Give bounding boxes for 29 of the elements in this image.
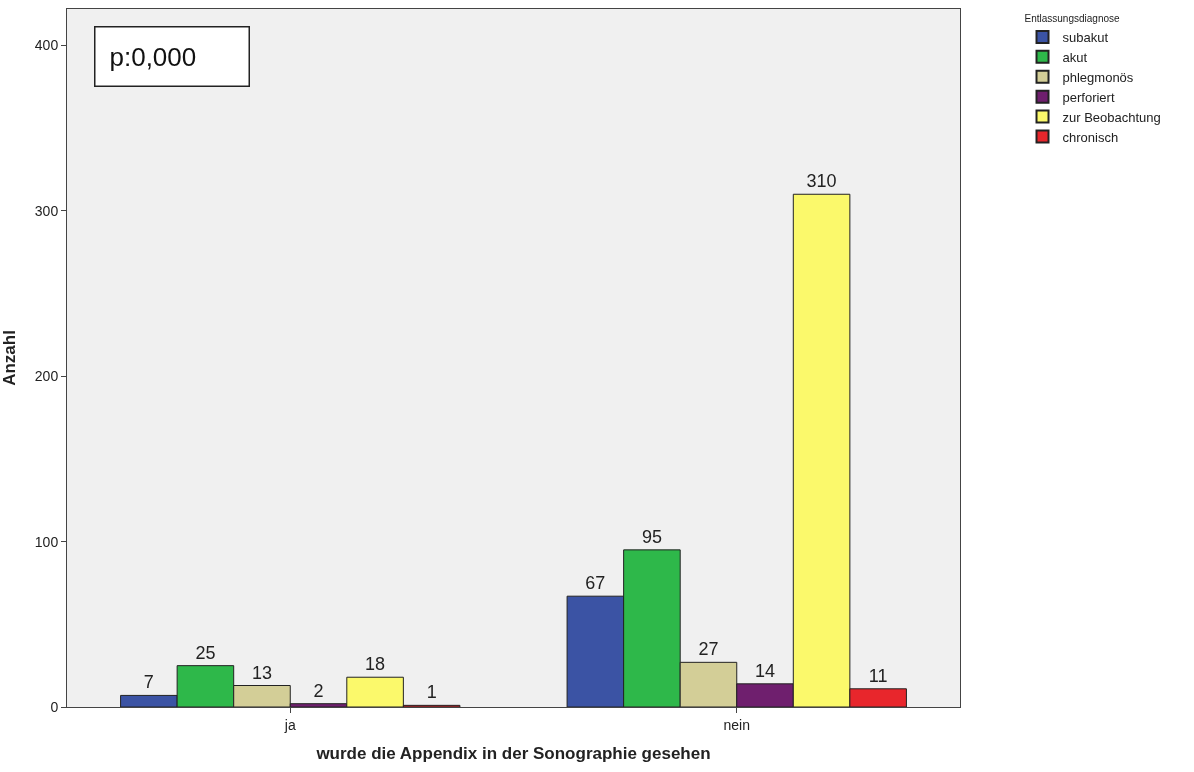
y-tick-label: 300 xyxy=(34,202,59,219)
legend-label: subakut xyxy=(1062,30,1109,46)
legend-label: chronisch xyxy=(1062,129,1119,145)
data-label: 14 xyxy=(755,660,776,681)
data-label: 11 xyxy=(868,665,888,686)
data-label: 13 xyxy=(251,662,272,683)
y-axis-title: Anzahl xyxy=(0,330,19,386)
legend-label: zur Beobachtung xyxy=(1062,109,1161,125)
data-label: 1 xyxy=(426,682,437,703)
legend-label: perforiert xyxy=(1062,89,1115,105)
data-label: 25 xyxy=(195,642,216,663)
annotation: p:0,000 xyxy=(109,41,197,72)
x-tick-label: ja xyxy=(283,716,296,733)
data-label: 18 xyxy=(365,654,386,675)
x-tick-label: nein xyxy=(723,716,750,733)
legend-label: phlegmonös xyxy=(1062,69,1134,85)
x-axis-title: wurde die Appendix in der Sonographie gesehen xyxy=(315,744,711,764)
data-label: 95 xyxy=(641,526,662,547)
data-label: 27 xyxy=(698,639,719,660)
y-tick-label: 0 xyxy=(50,698,59,715)
data-label: 67 xyxy=(585,573,606,594)
y-tick-label: 200 xyxy=(34,368,59,385)
y-tick-label: 100 xyxy=(34,533,59,550)
y-tick-label: 400 xyxy=(34,37,59,54)
legend-title: Entlassungsdiagnose xyxy=(1024,13,1121,24)
data-label: 310 xyxy=(806,171,837,192)
legend-label: akut xyxy=(1062,49,1088,65)
data-label: 2 xyxy=(313,680,324,701)
data-label: 7 xyxy=(143,672,154,693)
